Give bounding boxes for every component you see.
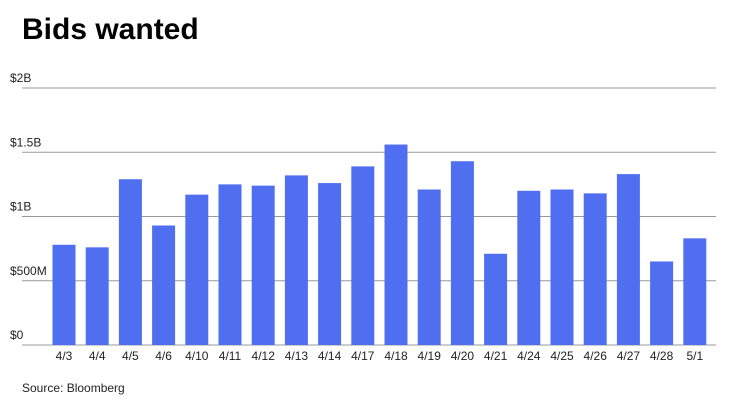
bar: [450, 161, 474, 345]
x-tick-label: 4/26: [584, 349, 608, 363]
x-tick-label: 4/21: [484, 349, 508, 363]
y-tick-label: $1.5B: [10, 135, 41, 149]
bar: [118, 179, 142, 345]
x-tick-label: 4/20: [451, 349, 475, 363]
bar: [650, 261, 674, 345]
x-tick-label: 5/1: [686, 349, 703, 363]
bar: [384, 144, 408, 345]
x-tick-label: 4/17: [351, 349, 375, 363]
y-tick-label: $500M: [10, 264, 47, 278]
x-tick-label: 4/18: [384, 349, 408, 363]
bar: [550, 189, 574, 345]
bar: [417, 189, 441, 345]
x-tick-label: 4/6: [155, 349, 172, 363]
x-tick-label: 4/4: [89, 349, 106, 363]
x-tick-label: 4/5: [122, 349, 139, 363]
bar: [218, 184, 242, 345]
x-tick-label: 4/14: [318, 349, 342, 363]
bar: [85, 247, 109, 345]
chart-title: Bids wanted: [22, 13, 199, 46]
bar: [52, 244, 76, 345]
bar: [152, 225, 176, 345]
bar: [583, 193, 607, 345]
x-tick-label: 4/13: [285, 349, 309, 363]
x-tick-label: 4/12: [252, 349, 276, 363]
bar: [616, 174, 640, 345]
x-tick-label: 4/24: [517, 349, 541, 363]
bar: [683, 238, 707, 345]
bar: [284, 175, 308, 345]
source-note: Source: Bloomberg: [22, 381, 125, 395]
x-tick-label: 4/3: [56, 349, 73, 363]
bar: [185, 194, 209, 345]
x-tick-label: 4/11: [219, 349, 242, 363]
y-tick-label: $1B: [10, 200, 31, 214]
x-tick-label: 4/10: [185, 349, 209, 363]
x-tick-label: 4/19: [418, 349, 442, 363]
bar: [251, 185, 275, 345]
x-tick-label: 4/28: [650, 349, 674, 363]
x-tick-label: 4/27: [617, 349, 641, 363]
bar: [484, 253, 508, 345]
bar: [351, 166, 375, 345]
bar: [318, 183, 342, 345]
bar: [517, 190, 541, 345]
y-tick-label: $2B: [10, 71, 31, 85]
x-tick-label: 4/25: [550, 349, 574, 363]
y-tick-label: $0: [10, 328, 24, 342]
